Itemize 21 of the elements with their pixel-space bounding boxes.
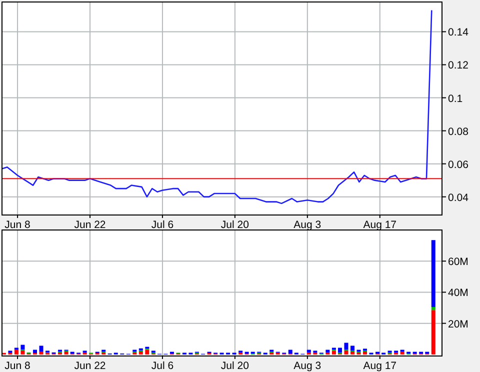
x-tick-label: Jun 8 xyxy=(4,219,31,231)
x-tick-label: Jul 20 xyxy=(220,360,250,372)
y-tick-label: 0.1 xyxy=(448,92,463,105)
y-tick-label: 0.08 xyxy=(448,126,469,138)
x-tick-label: Jun 8 xyxy=(4,360,31,372)
x-tick-label: Jul 6 xyxy=(151,360,174,372)
x-tick-label: Aug 17 xyxy=(363,360,397,372)
x-tick-label: Jul 20 xyxy=(220,219,250,231)
y-tick-label: 60M xyxy=(448,256,468,268)
x-tick-label: Aug 3 xyxy=(294,219,322,231)
y-tick-label: 0.04 xyxy=(448,192,469,204)
y-tick-label: 20M xyxy=(448,318,468,330)
x-tick-label: Jun 22 xyxy=(74,219,106,231)
x-tick-label: Jul 6 xyxy=(151,219,174,231)
x-tick-label: Jun 22 xyxy=(74,360,106,372)
x-tick-label: Aug 3 xyxy=(294,360,322,372)
y-tick-label: 40M xyxy=(448,287,468,300)
y-tick-label: 0.06 xyxy=(448,158,469,171)
y-tick-label: 0.14 xyxy=(448,26,469,39)
x-tick-label: Aug 17 xyxy=(363,219,397,231)
y-tick-label: 0.12 xyxy=(448,60,469,72)
